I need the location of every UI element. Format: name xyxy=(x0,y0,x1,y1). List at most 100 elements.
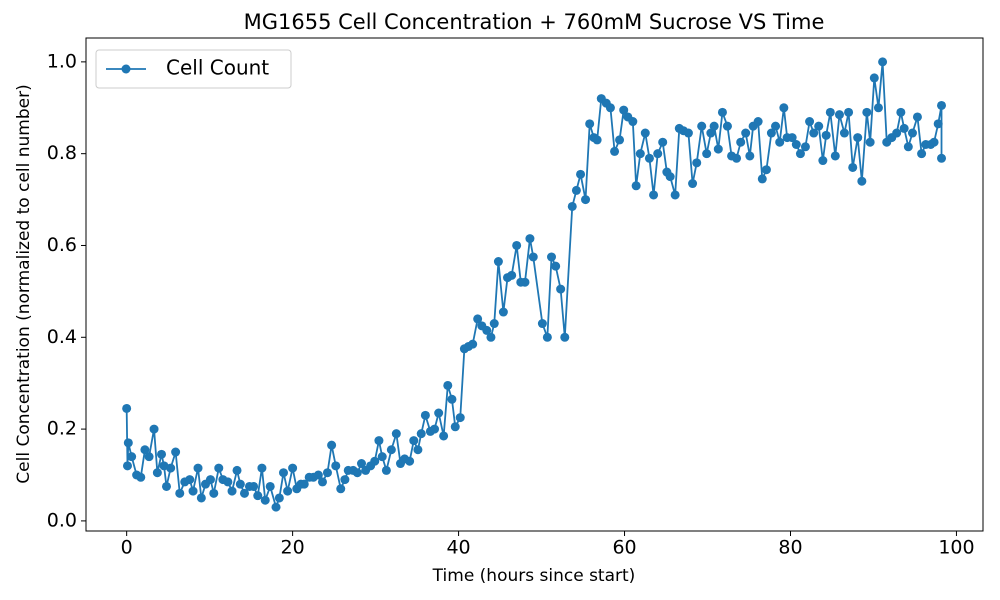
data-point xyxy=(825,107,835,117)
data-point xyxy=(299,479,309,489)
data-point xyxy=(374,436,384,446)
x-tick-label: 0 xyxy=(121,537,133,559)
data-point xyxy=(873,103,883,113)
x-tick-label: 100 xyxy=(938,537,974,559)
data-point xyxy=(257,463,267,473)
x-axis-label: Time (hours since start) xyxy=(432,566,636,586)
data-point xyxy=(317,477,327,487)
data-point xyxy=(592,135,602,145)
data-point xyxy=(193,463,203,473)
x-tick-label: 80 xyxy=(778,537,802,559)
data-point xyxy=(123,438,133,448)
data-point xyxy=(907,128,917,138)
data-point xyxy=(409,436,419,446)
data-point xyxy=(853,133,863,143)
data-point xyxy=(416,429,426,439)
data-point xyxy=(787,133,797,143)
data-point xyxy=(683,128,693,138)
data-point xyxy=(795,149,805,159)
data-point xyxy=(185,475,195,485)
data-point xyxy=(658,137,668,147)
data-point xyxy=(381,465,391,475)
y-tick-label: 0.2 xyxy=(47,418,77,440)
data-point xyxy=(122,461,132,471)
data-point xyxy=(161,481,171,491)
data-point xyxy=(482,325,492,335)
data-point xyxy=(848,162,858,172)
data-point xyxy=(473,314,483,324)
data-point xyxy=(761,165,771,175)
data-point xyxy=(697,121,707,131)
data-point xyxy=(615,135,625,145)
data-point xyxy=(175,488,185,498)
data-point xyxy=(610,146,620,156)
data-point xyxy=(619,105,629,115)
y-tick-label: 1.0 xyxy=(47,50,77,72)
data-point xyxy=(791,139,801,149)
data-point xyxy=(644,153,654,163)
data-point xyxy=(809,128,819,138)
data-point xyxy=(386,445,396,455)
data-point xyxy=(560,332,570,342)
y-tick-label: 0.8 xyxy=(47,142,77,164)
x-tick-label: 60 xyxy=(612,537,636,559)
data-point xyxy=(899,123,909,133)
data-point xyxy=(912,112,922,122)
data-point xyxy=(443,380,453,390)
data-point xyxy=(929,137,939,147)
data-point xyxy=(567,201,577,211)
data-point xyxy=(249,481,259,491)
data-point xyxy=(805,117,815,127)
data-point xyxy=(635,149,645,159)
data-point xyxy=(917,149,927,159)
data-point xyxy=(903,142,913,152)
data-point xyxy=(537,319,547,329)
data-point xyxy=(688,179,698,189)
data-point xyxy=(814,121,824,131)
data-point xyxy=(439,431,449,441)
data-point xyxy=(571,185,581,195)
data-point xyxy=(933,119,943,129)
data-point xyxy=(665,172,675,182)
data-point xyxy=(152,468,162,478)
data-point xyxy=(196,493,206,503)
data-point xyxy=(140,445,150,455)
data-point xyxy=(844,107,854,117)
data-point xyxy=(271,502,281,512)
data-point xyxy=(340,475,350,485)
data-point xyxy=(745,151,755,161)
data-point xyxy=(741,128,751,138)
y-tick-label: 0.0 xyxy=(47,509,77,531)
data-point xyxy=(493,257,503,267)
data-point xyxy=(214,463,224,473)
data-point xyxy=(649,190,659,200)
data-point xyxy=(377,452,387,462)
data-point xyxy=(288,463,298,473)
data-point xyxy=(717,107,727,117)
data-point xyxy=(542,332,552,342)
data-point xyxy=(862,107,872,117)
data-point xyxy=(391,429,401,439)
data-point xyxy=(857,176,867,186)
data-point xyxy=(821,130,831,140)
data-point xyxy=(278,468,288,478)
data-point xyxy=(455,413,465,423)
x-tick-label: 40 xyxy=(446,537,470,559)
data-point xyxy=(232,465,242,475)
data-point xyxy=(468,339,478,349)
data-point xyxy=(757,174,767,184)
data-point xyxy=(352,468,362,478)
data-point xyxy=(771,121,781,131)
data-point xyxy=(498,307,508,317)
data-point xyxy=(327,440,337,450)
data-point xyxy=(260,495,270,505)
data-point xyxy=(892,128,902,138)
data-point xyxy=(525,234,535,244)
data-point xyxy=(779,103,789,113)
data-point xyxy=(732,153,742,163)
data-point xyxy=(706,128,716,138)
plot-frame xyxy=(85,37,984,532)
data-point xyxy=(556,284,566,294)
chart-title: MG1655 Cell Concentration + 760mM Sucros… xyxy=(244,10,825,34)
data-point xyxy=(171,447,181,457)
